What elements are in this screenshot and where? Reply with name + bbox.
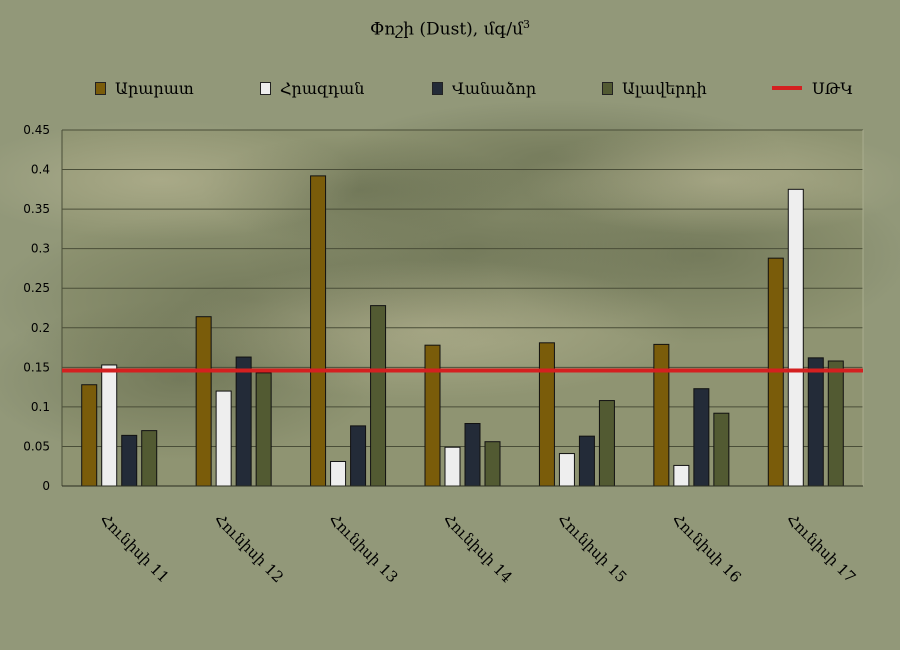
- bar-1-4: [424, 344, 441, 487]
- x-tick-label: Հունիսի 11: [96, 510, 172, 586]
- legend-swatch-alaverdi: [602, 81, 613, 95]
- bar-4-6: [713, 412, 730, 487]
- background-haze: [0, 120, 360, 240]
- x-tick-label: Հունիսի 16: [669, 510, 745, 586]
- legend-item-alaverdi: Ալավերդի: [602, 79, 772, 98]
- y-tick-label: 0.25: [23, 281, 50, 295]
- chart-title-text: Փոշի (Dust), մգ/մ: [369, 19, 524, 40]
- legend-label-reference: ՍԹԿ: [812, 78, 854, 98]
- legend-label-hrazdan: Հրազդան: [280, 78, 365, 98]
- legend-swatch-vanadzor: [432, 81, 443, 95]
- bar-2-5: [558, 453, 575, 487]
- y-tick-label: 0.05: [23, 439, 50, 453]
- bar-1-3: [310, 175, 327, 487]
- legend-label-ararat: Արարատ: [115, 78, 194, 98]
- bar-2-7: [787, 188, 804, 487]
- y-tick-label: 0.1: [31, 400, 50, 414]
- bar-4-5: [598, 400, 615, 487]
- legend-item-vanadzor: Վանաձոր: [432, 79, 602, 98]
- bar-3-6: [693, 388, 710, 487]
- bar-4-7: [827, 360, 844, 487]
- x-tick-label: Հունիսի 15: [554, 510, 630, 586]
- y-axis-ticks: 0 0.05 0.1 0.15 0.2 0.25 0.3 0.35 0.4 0.45: [23, 123, 50, 493]
- bar-3-4: [464, 423, 481, 487]
- bar-1-6: [653, 343, 670, 487]
- y-tick-label: 0.35: [23, 202, 50, 216]
- x-tick-label: Հունիսի 17: [783, 510, 859, 586]
- bar-2-1: [101, 364, 118, 487]
- bar-2-6: [673, 464, 690, 487]
- chart-legend: Արարատ Հրազդան Վանաձոր Ալավերդի ՍԹԿ: [95, 76, 885, 100]
- y-tick-label: 0: [42, 479, 50, 493]
- bar-4-1: [141, 430, 158, 487]
- background-haze: [520, 125, 900, 235]
- bar-3-1: [121, 434, 138, 487]
- legend-item-hrazdan: Հրազդան: [260, 79, 432, 98]
- chart-title-superscript: 3: [523, 18, 531, 31]
- bar-4-4: [484, 441, 501, 487]
- bar-1-1: [81, 384, 98, 487]
- legend-swatch-ararat: [95, 81, 106, 95]
- x-tick-label: Հունիսի 14: [440, 510, 516, 586]
- bar-2-3: [330, 460, 347, 487]
- legend-label-alaverdi: Ալավերդի: [622, 78, 707, 98]
- bar-3-3: [350, 425, 367, 487]
- background-haze: [170, 260, 690, 400]
- x-tick-label: Հունիսի 13: [325, 510, 401, 586]
- y-tick-label: 0.15: [23, 360, 50, 374]
- y-tick-label: 0.2: [31, 321, 50, 335]
- bar-2-2: [215, 390, 232, 487]
- bar-1-5: [538, 342, 555, 487]
- bar-3-7: [807, 357, 824, 487]
- chart-title: Փոշի (Dust), մգ/մ3: [0, 18, 900, 40]
- gridlines: [61, 129, 864, 487]
- legend-label-vanadzor: Վանաձոր: [452, 78, 537, 98]
- legend-item-ararat: Արարատ: [95, 79, 260, 98]
- bar-3-2: [235, 356, 252, 487]
- y-tick-label: 0.45: [23, 123, 50, 137]
- bar-2-4: [444, 446, 461, 487]
- bar-4-2: [255, 372, 272, 487]
- y-tick-label: 0.3: [31, 242, 50, 256]
- legend-item-reference: ՍԹԿ: [772, 79, 853, 98]
- legend-swatch-hrazdan: [260, 81, 271, 95]
- legend-line-reference: [772, 86, 802, 90]
- y-tick-label: 0.4: [31, 163, 50, 177]
- x-tick-label: Հունիսի 12: [211, 510, 287, 586]
- bar-1-2: [195, 316, 212, 487]
- x-axis-ticks: Հունիսի 11 Հունիսի 12 Հունիսի 13 Հունիսի 14…: [96, 510, 859, 586]
- bar-4-3: [370, 305, 387, 487]
- bar-3-5: [578, 435, 595, 487]
- plot-background: [0, 100, 900, 486]
- bars: [62, 175, 863, 487]
